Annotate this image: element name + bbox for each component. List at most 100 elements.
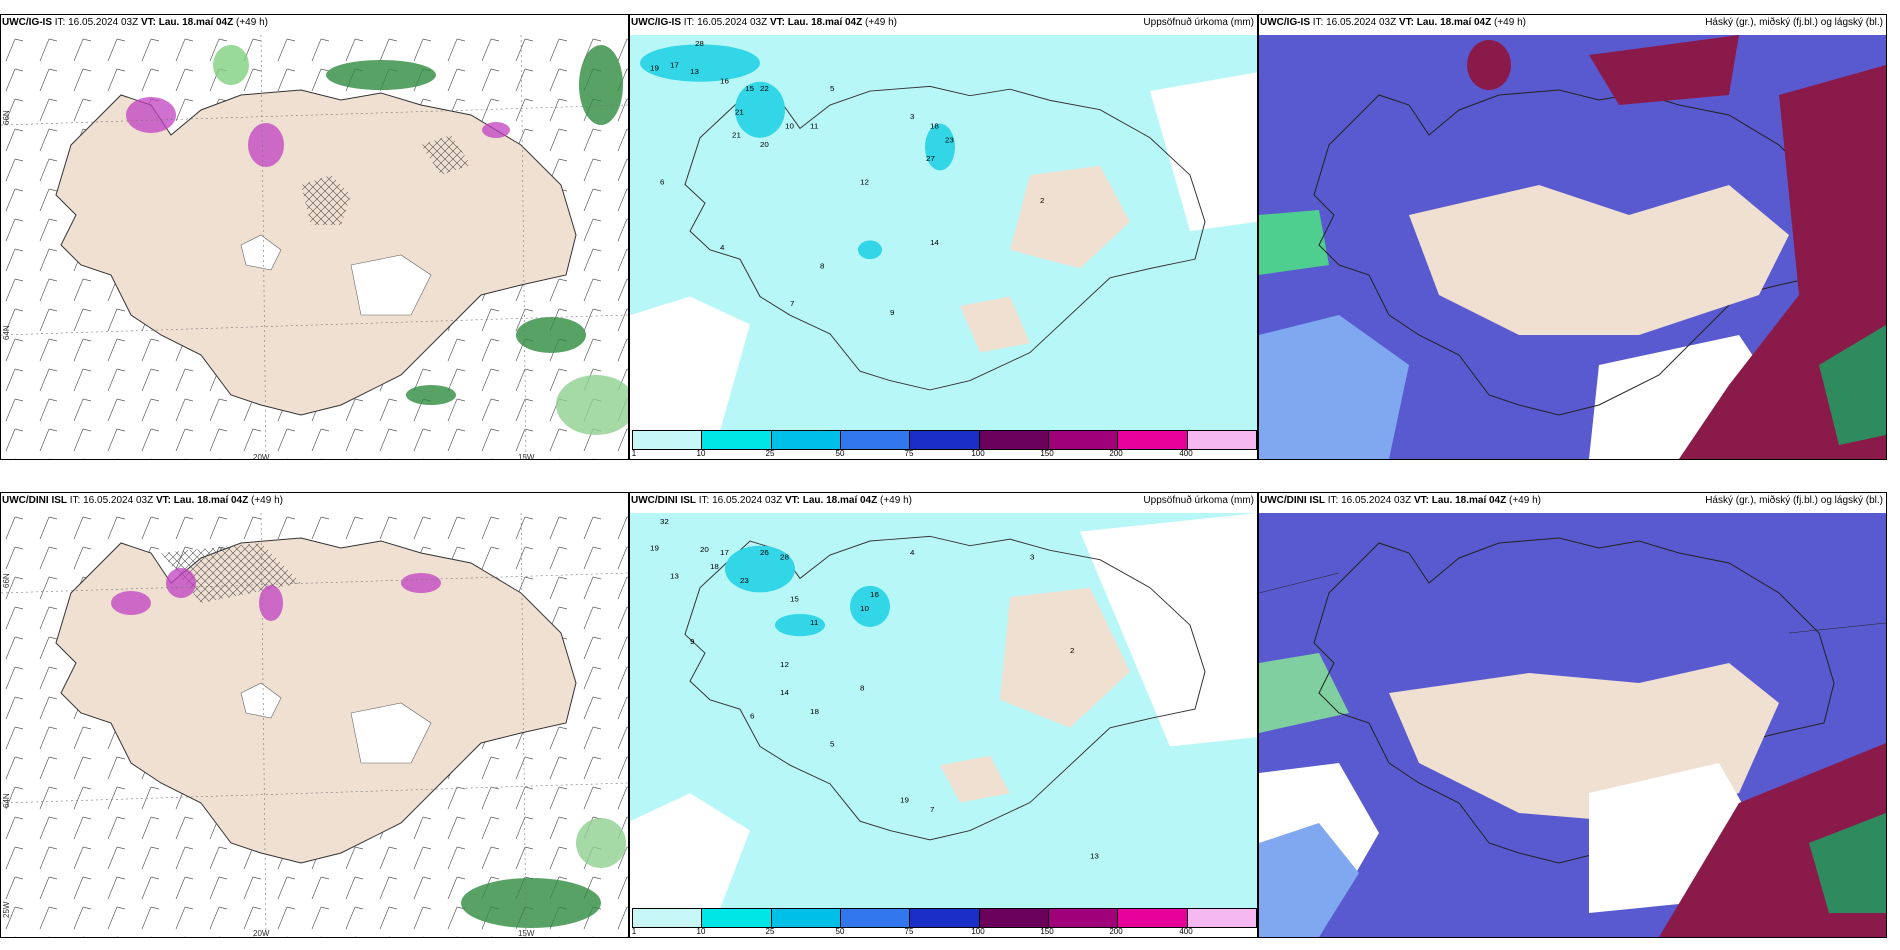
precip-value: 18 <box>710 562 719 571</box>
panel-title: UWC/DINI ISL IT: 16.05.2024 03Z VT: Lau.… <box>1260 495 1545 506</box>
precip-value: 18 <box>930 122 939 131</box>
lon-label: 15W <box>518 453 535 460</box>
lat-label: 66N <box>2 573 11 588</box>
precip-value: 14 <box>780 688 790 697</box>
precip-value: 5 <box>830 84 834 93</box>
legend-swatch <box>910 431 980 449</box>
precip-legend <box>632 908 1257 928</box>
legend-swatch <box>633 909 703 927</box>
precip-value: 15 <box>790 595 799 604</box>
panel-precip-bottom: UWC/DINI ISL IT: 16.05.2024 03Z VT: Lau.… <box>629 492 1258 938</box>
panel-title: UWC/IG-IS IT: 16.05.2024 03Z VT: Lau. 18… <box>1260 17 1530 28</box>
lat-label: 64N <box>2 793 11 808</box>
precip-value: 3 <box>910 112 914 121</box>
precip-value: 14 <box>930 238 940 247</box>
precip-value: 12 <box>780 660 789 669</box>
panel-field-label: Háský (gr.), miðský (fj.bl.) og lágský (… <box>1701 17 1883 28</box>
precip-value: 28 <box>780 553 789 562</box>
panel-wind-top: UWC/IG-IS IT: 16.05.2024 03Z VT: Lau. 18… <box>0 14 629 460</box>
precip-value: 21 <box>732 131 741 140</box>
legend-swatch <box>1187 431 1256 449</box>
precip-value-labels: 32 26 19 20 17 18 13 23 28 15 16 10 11 1… <box>650 517 1099 860</box>
precip-value: 22 <box>760 84 769 93</box>
panel-cloud-bottom: UWC/DINI ISL IT: 16.05.2024 03Z VT: Lau.… <box>1258 492 1887 938</box>
precip-value: 21 <box>735 108 744 117</box>
lon-label: 15W <box>518 929 535 938</box>
legend-swatch <box>702 431 772 449</box>
precip-value: 6 <box>660 178 664 187</box>
legend-swatch <box>840 431 911 449</box>
precip-value-labels: 28 19 17 13 16 15 22 21 10 11 18 23 20 2… <box>650 39 1044 317</box>
precip-value: 6 <box>750 712 754 721</box>
panel-field-label: Uppsöfnuð úrkoma (mm) <box>1139 17 1254 28</box>
legend-swatch <box>633 431 703 449</box>
legend-swatch <box>979 431 1049 449</box>
precip-map: 32 26 19 20 17 18 13 23 28 15 16 10 11 1… <box>630 513 1257 909</box>
precip-value: 4 <box>910 548 915 557</box>
precip-value: 2 <box>1040 196 1044 205</box>
precip-value: 19 <box>650 64 659 73</box>
lon-label: 20W <box>253 929 270 938</box>
lat-label: 64N <box>2 325 11 340</box>
precip-value: 20 <box>760 140 769 149</box>
precip-value: 12 <box>860 178 869 187</box>
wind-map <box>1 513 628 937</box>
legend-swatch <box>910 909 980 927</box>
precip-value: 10 <box>785 122 794 131</box>
legend-swatch <box>979 909 1049 927</box>
panel-title: UWC/IG-IS IT: 16.05.2024 03Z VT: Lau. 18… <box>631 17 901 28</box>
precip-value: 13 <box>1090 852 1099 861</box>
precip-value: 32 <box>660 517 669 526</box>
precip-value: 16 <box>720 77 729 86</box>
precip-value: 2 <box>1070 646 1074 655</box>
legend-swatch <box>771 431 841 449</box>
precip-value: 16 <box>870 590 879 599</box>
legend-swatch <box>1048 909 1119 927</box>
precip-value: 9 <box>690 637 694 646</box>
legend-swatch <box>702 909 772 927</box>
precip-value: 23 <box>740 576 749 585</box>
precip-map: 28 19 17 13 16 15 22 21 10 11 18 23 20 2… <box>630 35 1257 431</box>
precip-value: 8 <box>860 684 864 693</box>
precip-value: 5 <box>830 740 834 749</box>
legend-swatch <box>1187 909 1256 927</box>
precip-legend <box>632 430 1257 450</box>
precip-value: 13 <box>690 67 699 76</box>
precip-value: 11 <box>810 122 818 131</box>
legend-swatch <box>1048 431 1119 449</box>
panel-title: UWC/DINI ISL IT: 16.05.2024 03Z VT: Lau.… <box>2 495 287 506</box>
lat-label: 25W <box>2 901 11 918</box>
panel-title: UWC/DINI ISL IT: 16.05.2024 03Z VT: Lau.… <box>631 495 916 506</box>
precip-value: 28 <box>695 39 704 48</box>
legend-swatch <box>771 909 841 927</box>
lon-label: 20W <box>253 453 270 460</box>
legend-labels: 1 10 25 50 75 100 150 200 400 <box>631 449 1193 458</box>
cloud-map <box>1259 513 1886 937</box>
precip-value: 7 <box>790 299 794 308</box>
precip-value: 27 <box>926 154 935 163</box>
precip-value: 4 <box>720 243 725 252</box>
precip-value: 17 <box>670 61 679 70</box>
precip-value: 17 <box>720 548 729 557</box>
legend-swatch <box>1118 431 1188 449</box>
precip-value: 3 <box>1030 553 1034 562</box>
panel-title: UWC/IG-IS IT: 16.05.2024 03Z VT: Lau. 18… <box>2 17 272 28</box>
precip-value: 10 <box>860 604 869 613</box>
panel-field-label: Háský (gr.), miðský (fj.bl.) og lágský (… <box>1701 495 1883 506</box>
cloud-map <box>1259 35 1886 459</box>
legend-labels: 1 10 25 50 75 100 150 200 400 <box>631 927 1193 936</box>
precip-value: 7 <box>930 805 934 814</box>
panel-wind-bottom: UWC/DINI ISL IT: 16.05.2024 03Z VT: Lau.… <box>0 492 629 938</box>
precip-value: 19 <box>650 544 659 553</box>
precip-value: 18 <box>810 707 819 716</box>
precip-value: 11 <box>810 618 818 627</box>
panel-precip-top: UWC/IG-IS IT: 16.05.2024 03Z VT: Lau. 18… <box>629 14 1258 460</box>
precip-value: 20 <box>700 545 709 554</box>
precip-value: 8 <box>820 262 824 271</box>
panel-cloud-top: UWC/IG-IS IT: 16.05.2024 03Z VT: Lau. 18… <box>1258 14 1887 460</box>
panel-field-label: Uppsöfnuð úrkoma (mm) <box>1139 495 1254 506</box>
legend-swatch <box>1118 909 1188 927</box>
precip-value: 13 <box>670 572 679 581</box>
precip-value: 9 <box>890 308 894 317</box>
precip-value: 26 <box>760 548 769 557</box>
